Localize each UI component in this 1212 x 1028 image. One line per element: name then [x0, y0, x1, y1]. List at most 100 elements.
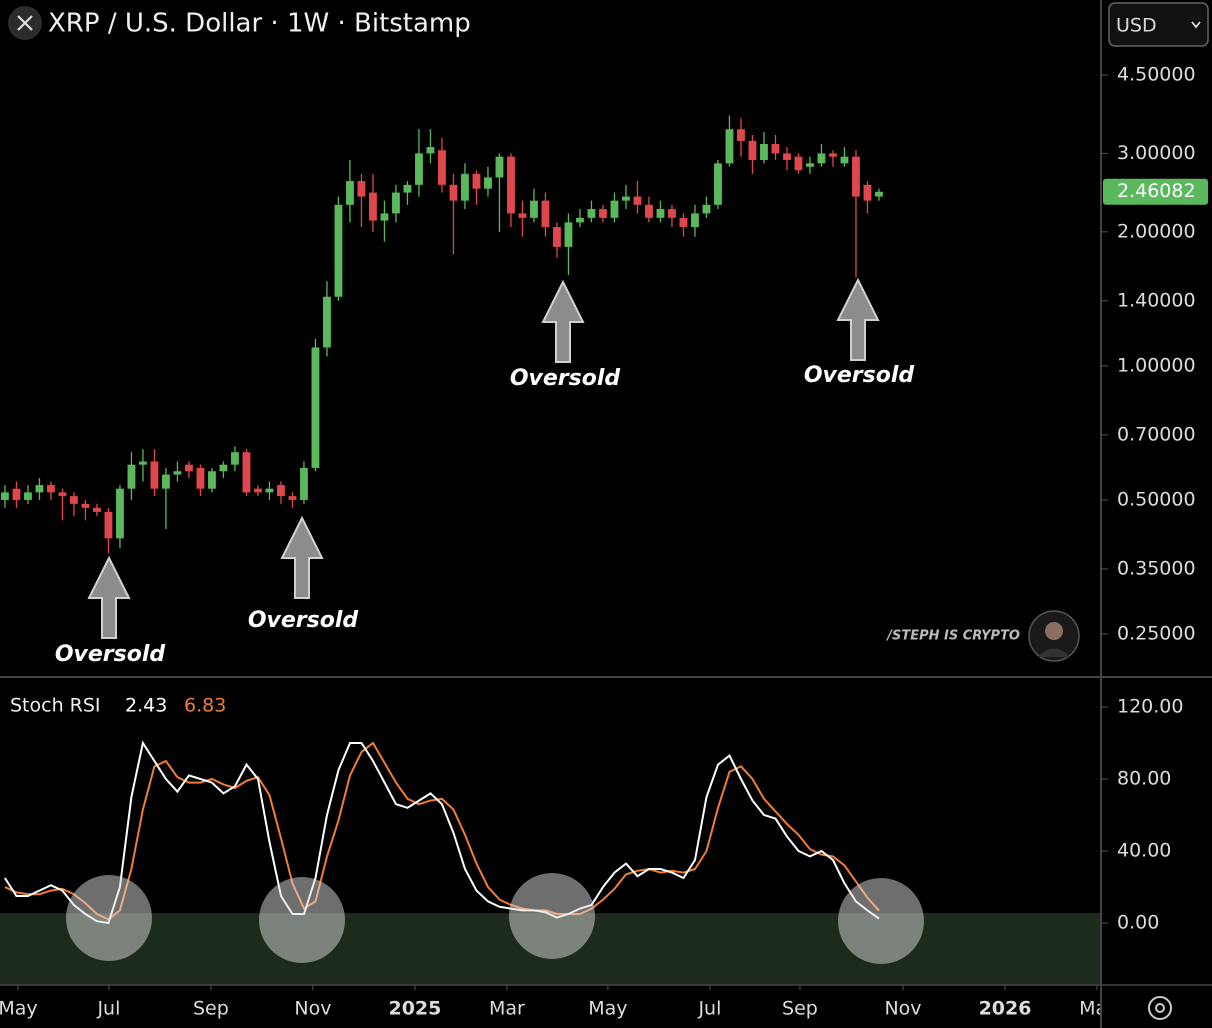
candle-body: [771, 143, 780, 154]
candle-body: [737, 129, 745, 141]
candle-body: [346, 181, 354, 205]
x-tick-label: Sep: [782, 998, 818, 1020]
x-tick-label: May: [0, 998, 38, 1020]
candle-body: [173, 471, 182, 475]
candle-body: [530, 200, 538, 218]
candle-body: [196, 467, 205, 489]
candle-body: [380, 213, 389, 221]
candle-body: [656, 209, 665, 218]
candle-body: [817, 153, 826, 164]
marks-layer: May Jul Sep Nov 2025 Mar May Jul Sep Nov 2026 Mar: [0, 115, 1115, 1020]
highlight-circle: [838, 878, 924, 964]
candle-body: [300, 467, 308, 500]
candle-body: [622, 196, 630, 201]
settings-icon: [1155, 1003, 1165, 1013]
close-icon: [17, 15, 33, 31]
candle-body: [829, 153, 837, 157]
candle-body: [415, 153, 423, 185]
x-tick-label: 2025: [388, 998, 441, 1020]
x-tick-label: Mar: [1079, 998, 1115, 1020]
annotation-label: Oversold: [248, 608, 359, 633]
x-tick-label: Nov: [884, 998, 921, 1020]
candle-body: [426, 147, 435, 154]
y-tick-label: 0.35000: [1117, 557, 1196, 579]
candle-body: [369, 192, 377, 221]
y-tick-label: 0.00: [1117, 912, 1159, 934]
y-tick-label: 40.00: [1117, 840, 1171, 862]
candle-body: [840, 156, 849, 164]
candle-body: [81, 503, 90, 508]
candle-body: [599, 209, 607, 218]
candle-body: [12, 488, 21, 500]
candle-body: [104, 511, 113, 539]
axes-layer: 4.50000 3.00000 2.00000 1.40000 1.00000 0.700…: [1101, 64, 1208, 934]
highlight-circle: [259, 877, 345, 963]
candle-body: [58, 492, 67, 497]
avatar-face: [1045, 622, 1063, 640]
candle-body: [323, 296, 331, 348]
y-tick-label: 2.00000: [1117, 220, 1196, 242]
candle-body: [806, 163, 814, 167]
annotation-label: Oversold: [510, 366, 621, 391]
candle-body: [231, 452, 239, 465]
candle-body: [541, 200, 550, 228]
x-tick-label: Sep: [193, 998, 229, 1020]
candle-body: [357, 181, 366, 197]
candle-body: [185, 464, 193, 472]
candle-body: [783, 153, 791, 160]
currency-select[interactable]: [1108, 2, 1209, 47]
candle-body: [150, 461, 159, 489]
y-tick-label: 1.40000: [1117, 289, 1196, 311]
x-tick-label: 2026: [979, 998, 1032, 1020]
avatar-body: [1038, 648, 1070, 657]
candle-body: [311, 347, 320, 468]
candle-body: [288, 496, 297, 500]
candle-body: [760, 143, 768, 160]
candle-body: [748, 140, 757, 160]
candle-body: [691, 213, 699, 228]
candle-body: [610, 200, 619, 218]
last-price-tag: [1103, 178, 1208, 205]
indicator-value: 2.43: [125, 695, 167, 717]
candle-body: [875, 191, 883, 197]
y-tick-label: 80.00: [1117, 768, 1171, 790]
highlight-circle: [509, 873, 595, 959]
candle-body: [645, 204, 653, 218]
candle-body: [70, 496, 78, 504]
candle-body: [587, 209, 596, 218]
y-tick-label: 0.50000: [1117, 488, 1196, 510]
indicator-line: [4, 740, 880, 925]
candle-body: [47, 485, 55, 493]
candle-body: [794, 156, 803, 171]
indicator-title: Stoch RSI: [10, 695, 101, 717]
candle-body: [438, 150, 446, 185]
indicator-line: [4, 741, 880, 921]
plot-area: [0, 0, 1100, 1028]
y-tick-label: 0.70000: [1117, 423, 1196, 445]
candle-body: [564, 222, 573, 247]
x-tick-label: Mar: [489, 998, 525, 1020]
y-tick-label: 3.00000: [1117, 142, 1196, 164]
candle-body: [162, 474, 170, 489]
candle-body: [1, 492, 9, 500]
last-price-label: 2.46082: [1117, 180, 1196, 202]
y-tick-label: 0.25000: [1117, 623, 1196, 645]
settings-button[interactable]: [1148, 996, 1172, 1020]
candle-body: [863, 184, 872, 201]
currency-label: USD: [1116, 15, 1157, 37]
candle-body: [254, 488, 262, 493]
candle-body: [507, 156, 515, 214]
candle-body: [679, 217, 688, 228]
candle-body: [553, 227, 561, 247]
candle-body: [127, 464, 136, 489]
candle-body: [35, 485, 44, 493]
candle-body: [714, 163, 722, 205]
candle-body: [852, 156, 860, 197]
y-tick-label: 4.50000: [1117, 64, 1196, 86]
x-tick-label: Nov: [294, 998, 331, 1020]
candle-body: [93, 507, 101, 512]
dropdown-chevron: [1191, 21, 1201, 29]
annotation-label: Oversold: [804, 363, 915, 388]
candle-body: [392, 192, 400, 214]
